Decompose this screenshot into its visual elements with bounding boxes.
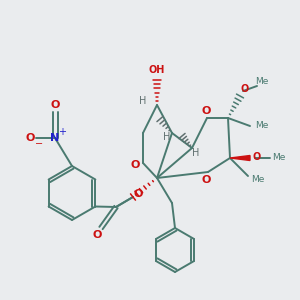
Text: Me: Me bbox=[255, 122, 269, 130]
Text: +: + bbox=[58, 127, 66, 137]
Polygon shape bbox=[230, 155, 250, 160]
Text: H: H bbox=[192, 148, 200, 158]
Text: O: O bbox=[133, 189, 143, 199]
Text: O: O bbox=[25, 133, 35, 143]
Text: Me: Me bbox=[272, 154, 286, 163]
Text: N: N bbox=[50, 133, 60, 143]
Text: O: O bbox=[253, 152, 261, 162]
Text: O: O bbox=[201, 175, 211, 185]
Text: O: O bbox=[50, 100, 60, 110]
Text: OH: OH bbox=[149, 65, 165, 75]
Text: O: O bbox=[92, 230, 102, 240]
Text: −: − bbox=[35, 139, 43, 149]
Text: O: O bbox=[130, 160, 140, 170]
Text: O: O bbox=[201, 106, 211, 116]
Text: Me: Me bbox=[255, 77, 269, 86]
Text: Me: Me bbox=[251, 176, 265, 184]
Text: O: O bbox=[241, 84, 249, 94]
Text: H: H bbox=[139, 96, 147, 106]
Text: H: H bbox=[163, 132, 171, 142]
